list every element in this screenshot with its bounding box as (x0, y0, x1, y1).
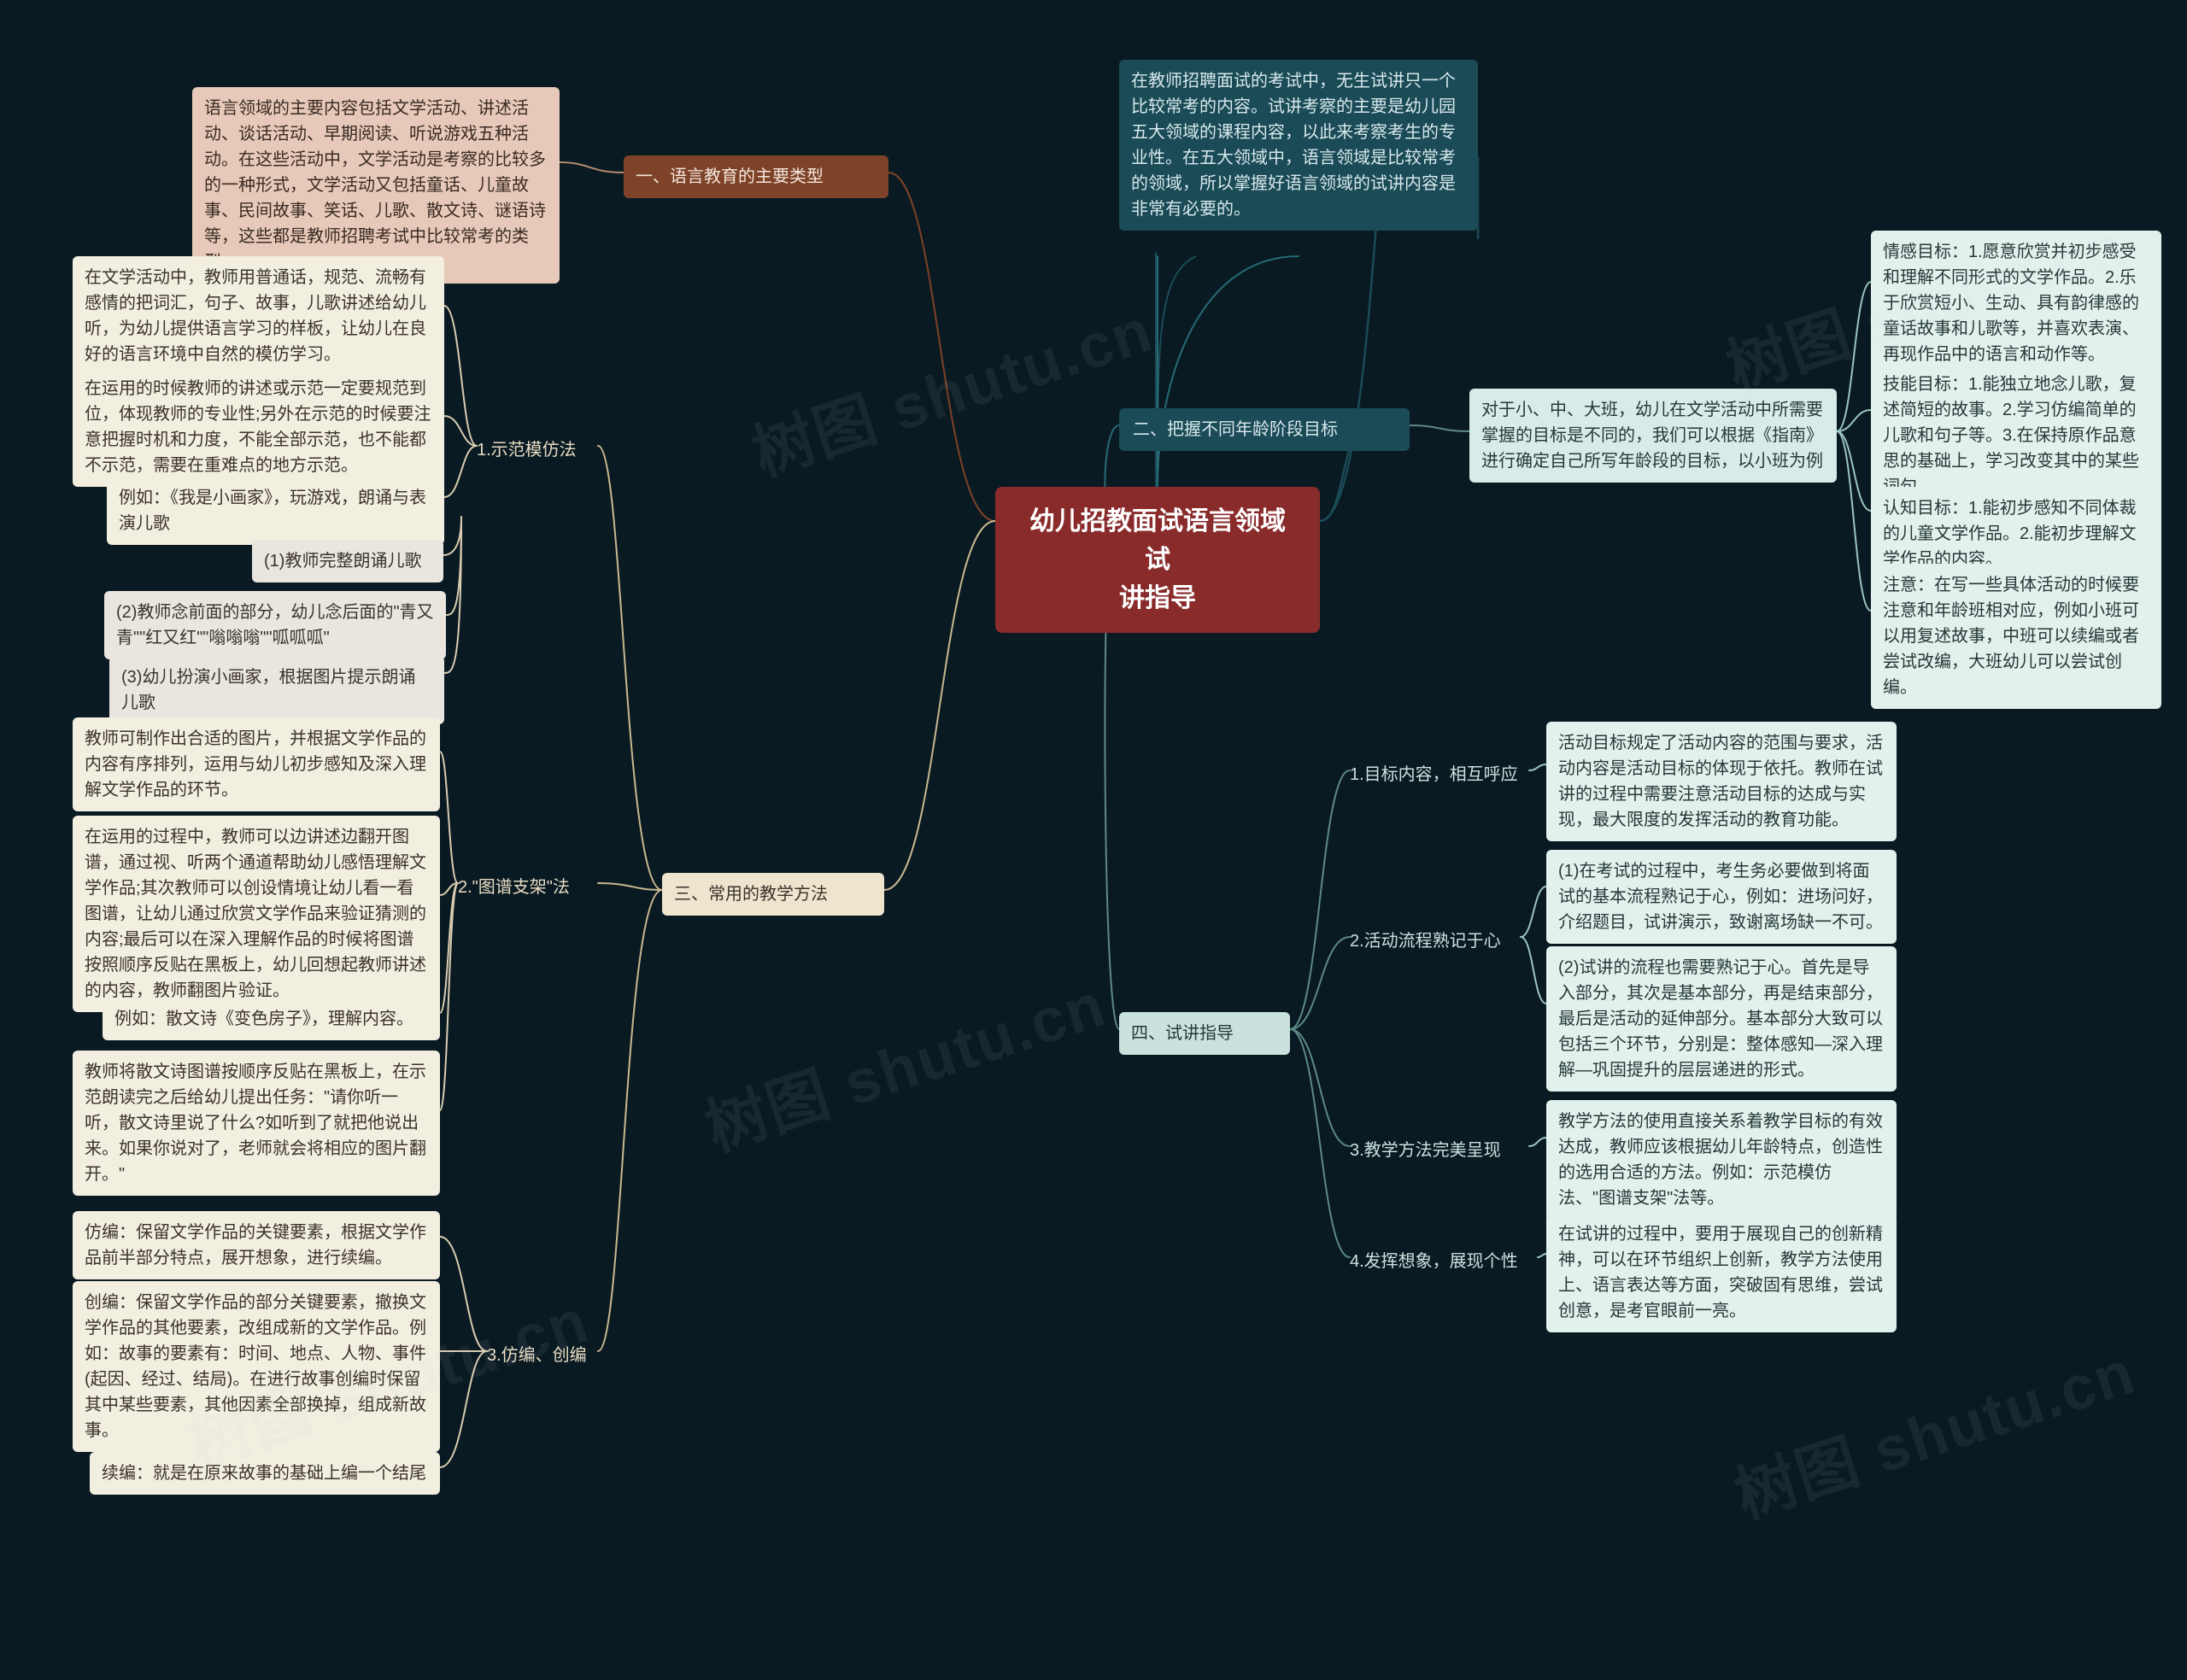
m1-sub-0: (1)教师完整朗诵儿歌 (252, 540, 443, 582)
section4-leaf-2: 教学方法的使用直接关系着教学目标的有效达成，教师应该根据幼儿年龄特点，创造性的选… (1546, 1100, 1897, 1220)
mindmap-canvas: 幼儿招教面试语言领域试 讲指导 在教师招聘面试的考试中，无生试讲只一个比较常考的… (0, 0, 2187, 1680)
m1-leaf-2: 例如：《我是小画家》，玩游戏，朗诵与表演儿歌 (107, 477, 444, 545)
m2-leaf-0: 教师可制作出合适的图片，并根据文学作品的内容有序排列，运用与幼儿初步感知及深入理… (73, 717, 440, 811)
m2-leaf-1: 在运用的过程中，教师可以边讲述边翻开图谱，通过视、听两个通道帮助幼儿感悟理解文学… (73, 816, 440, 1012)
m1-leaf-1: 在运用的时候教师的讲述或示范一定要规范到位，体现教师的专业性;另外在示范的时候要… (73, 367, 444, 487)
section2-title: 二、把握不同年龄阶段目标 (1119, 408, 1410, 451)
m2-leaf-3: 教师将散文诗图谱按顺序反贴在黑板上，在示范朗读完之后给幼儿提出任务："请你听一听… (73, 1051, 440, 1196)
method1-label: 1.示范模仿法 (477, 436, 577, 460)
section4-sub-1: 2.活动流程熟记于心 (1350, 927, 1501, 951)
section2-mid-text: 对于小、中、大班，幼儿在文学活动中所需要掌握的目标是不同的，我们可以根据《指南》… (1481, 401, 1823, 471)
section1-title: 一、语言教育的主要类型 (624, 155, 888, 198)
m1-leaf-0: 在文学活动中，教师用普通话，规范、流畅有感情的把词汇，句子、故事，儿歌讲述给幼儿… (73, 256, 444, 376)
method3-label: 3.仿编、创编 (487, 1341, 587, 1366)
watermark: 树图 shutu.cn (740, 279, 1163, 493)
section2-mid: 对于小、中、大班，幼儿在文学活动中所需要掌握的目标是不同的，我们可以根据《指南》… (1469, 389, 1837, 483)
section2-leaf-0: 情感目标：1.愿意欣赏并初步感受和理解不同形式的文学作品。2.乐于欣赏短小、生动… (1871, 231, 2161, 376)
intro-text: 在教师招聘面试的考试中，无生试讲只一个比较常考的内容。试讲考察的主要是幼儿园五大… (1131, 72, 1456, 219)
section4-sub-0: 1.目标内容，相互呼应 (1350, 760, 1518, 785)
section4-leaf-1a: (1)在考试的过程中，考生务必要做到将面试的基本流程熟记于心，例如：进场问好，介… (1546, 850, 1897, 944)
section4-title: 四、试讲指导 (1119, 1012, 1290, 1055)
m3-leaf-1: 创编：保留文学作品的部分关键要素，撤换文学作品的其他要素，改组成新的文学作品。例… (73, 1281, 440, 1452)
m1-sub-1: (2)教师念前面的部分，幼儿念后面的"青又青""红又红""嗡嗡嗡""呱呱呱" (104, 591, 446, 659)
watermark: 树图 shutu.cn (1722, 1321, 2145, 1535)
section1-leaf: 语言领域的主要内容包括文学活动、讲述活动、谈话活动、早期阅读、听说游戏五种活动。… (192, 87, 560, 284)
method2-label: 2."图谱支架"法 (458, 873, 570, 898)
intro-box: 在教师招聘面试的考试中，无生试讲只一个比较常考的内容。试讲考察的主要是幼儿园五大… (1119, 60, 1478, 231)
center-text: 幼儿招教面试语言领域试 讲指导 (1029, 507, 1286, 612)
center-node: 幼儿招教面试语言领域试 讲指导 (995, 487, 1320, 633)
section4-sub-2: 3.教学方法完美呈现 (1350, 1136, 1501, 1161)
m1-sub-2: (3)幼儿扮演小画家，根据图片提示朗诵儿歌 (109, 656, 444, 724)
section4-leaf-0: 活动目标规定了活动内容的范围与要求，活动内容是活动目标的体现于依托。教师在试讲的… (1546, 722, 1897, 841)
section2-title-text: 二、把握不同年龄阶段目标 (1133, 420, 1338, 439)
m2-leaf-2: 例如：散文诗《变色房子》，理解内容。 (103, 998, 440, 1040)
watermark: 树图 shutu.cn (693, 954, 1116, 1168)
section2-leaf-3: 注意：在写一些具体活动的时候要注意和年龄班相对应，例如小班可以用复述故事，中班可… (1871, 564, 2161, 709)
section4-leaf-3: 在试讲的过程中，要用于展现自己的创新精神，可以在环节组织上创新，教学方法使用上、… (1546, 1213, 1897, 1332)
m3-leaf-0: 仿编：保留文学作品的关键要素，根据文学作品前半部分特点，展开想象，进行续编。 (73, 1211, 440, 1279)
section4-sub-3: 4.发挥想象，展现个性 (1350, 1247, 1518, 1272)
section3-title: 三、常用的教学方法 (662, 873, 884, 916)
section4-leaf-1b: (2)试讲的流程也需要熟记于心。首先是导入部分，其次是基本部分，再是结束部分，最… (1546, 946, 1897, 1092)
m3-leaf-2: 续编：就是在原来故事的基础上编一个结尾 (90, 1452, 440, 1495)
